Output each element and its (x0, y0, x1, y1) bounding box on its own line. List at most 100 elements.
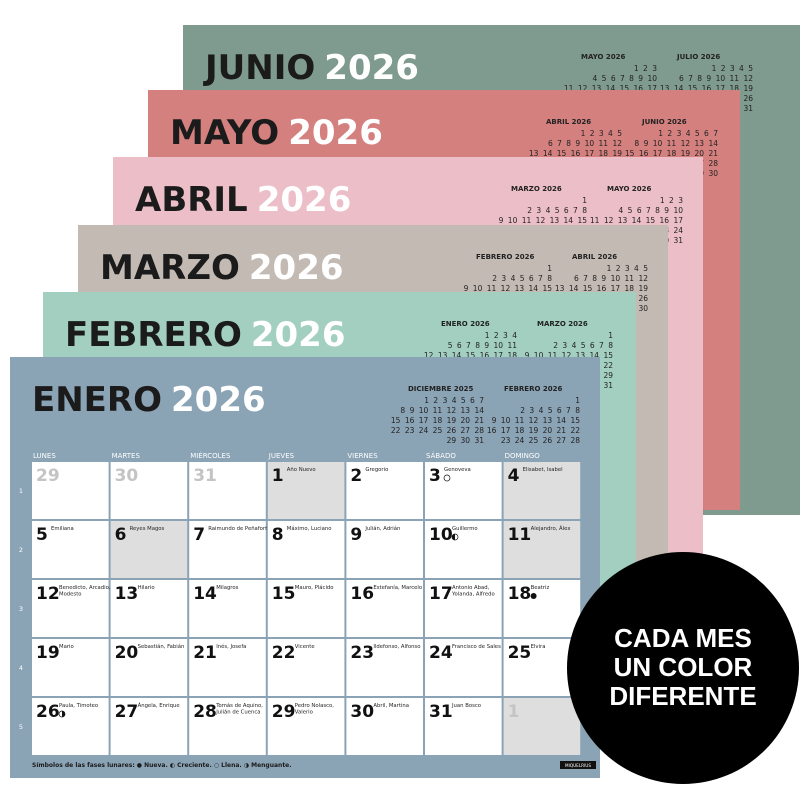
day-note: Año Nuevo (287, 467, 316, 473)
day-note: Mauro, Plácido (295, 584, 334, 591)
day-number: 30 (350, 702, 374, 722)
weekday-label: VIERNES (347, 452, 378, 460)
weekday-label: MIÉRCOLES (190, 451, 231, 460)
day-note: Modesto (59, 592, 82, 598)
mini-row: 23 24 25 26 27 28 (501, 436, 580, 445)
day-note: Emiliana (51, 526, 74, 532)
mini-row: 13 14 15 16 17 18 19 (555, 284, 648, 293)
day-number: 13 (115, 584, 139, 604)
day-note: Sebastián, Fabián (138, 643, 185, 650)
mini-row: 12 13 14 15 16 17 18 (424, 351, 517, 360)
day-note: Milagros (216, 585, 238, 591)
day-number: 26 (36, 702, 60, 722)
cell-background (346, 698, 423, 755)
mini-row: 9 10 11 12 13 14 15 (464, 284, 553, 293)
day-cell: 15 Mauro, Plácido (267, 580, 345, 637)
cell-background (32, 521, 109, 578)
week-number: 3 (19, 605, 23, 613)
sheet-title: MARZO 2026 (100, 248, 344, 288)
day-number: 29 (272, 702, 296, 722)
mini-row: 6 7 8 9 10 11 12 (679, 74, 753, 83)
mini-row: 1 (547, 264, 552, 273)
day-number: 6 (115, 525, 127, 545)
moon-legend: Símbolos de las fases lunares: ● Nueva. … (32, 762, 292, 769)
mini-row: 2 3 4 5 6 7 8 (553, 341, 613, 350)
mini-row: 15 16 17 18 19 20 21 (625, 149, 718, 158)
week-number: 4 (19, 664, 23, 672)
cell-background (267, 698, 345, 755)
day-cell: 24 Francisco de Sales (425, 639, 502, 696)
mini-row: 2 3 4 5 6 7 8 (492, 274, 552, 283)
day-note: Tomás de Aquino, (215, 702, 263, 709)
mini-title: MAYO 2026 (581, 53, 626, 61)
day-number: 27 (115, 702, 139, 722)
cell-background (346, 521, 423, 578)
day-number: 12 (36, 584, 60, 604)
cell-background (110, 698, 188, 755)
mini-title: DICIEMBRE 2025 (408, 385, 473, 393)
day-note: Elvira (531, 644, 546, 650)
day-note: Genoveva (444, 467, 471, 473)
day-number: 21 (193, 643, 217, 663)
week-number: 5 (19, 723, 23, 731)
mini-title: ENERO 2026 (441, 320, 490, 328)
day-cell: 19 Mario (32, 639, 109, 696)
day-note: Inés, Josefa (216, 643, 246, 650)
cell-background (503, 521, 581, 578)
brand-box (560, 761, 596, 769)
day-number: 3 (429, 466, 441, 486)
cell-background (189, 639, 266, 696)
cell-background (425, 462, 502, 519)
cell-background (267, 639, 345, 696)
day-number: 11 (508, 525, 532, 545)
mini-row: 1 2 3 4 5 6 7 (424, 396, 484, 405)
mini-row: 6 7 8 9 10 11 12 (574, 274, 648, 283)
title-year: 2026 (257, 180, 352, 220)
day-note: Francisco de Sales (452, 644, 501, 650)
day-note: Julián, Adrián (364, 525, 400, 532)
day-cell: 1 Año Nuevo (267, 462, 345, 519)
cell-background (503, 462, 581, 519)
cell-background (110, 580, 188, 637)
cell-background (110, 639, 188, 696)
day-note: Estefanía, Marcelo (373, 584, 422, 591)
badge-circle (567, 552, 799, 784)
cell-background (110, 521, 188, 578)
title-year: 2026 (288, 113, 383, 153)
moon-icon (443, 474, 451, 482)
mini-row: 9 10 11 12 13 14 15 (525, 351, 614, 360)
mini-row: 5 6 7 8 9 10 11 (448, 341, 517, 350)
mini-row: 8 9 10 11 12 13 14 (634, 139, 718, 148)
cell-background (503, 698, 581, 755)
mini-row: 4 5 6 7 8 9 10 (619, 206, 684, 215)
mini-row: 30 31 (590, 381, 614, 390)
calendar-grid: LUNES MARTES MIÉRCOLES JUEVES VIERNES SÁBADO D… (19, 451, 596, 769)
mini-row: 1 2 3 4 (485, 331, 517, 340)
day-note: Abril, Martina (373, 703, 409, 709)
day-cell: 20 Sebastián, Fabián (110, 639, 188, 696)
mini-row: 9 10 11 12 13 14 15 (499, 216, 588, 225)
day-note: Ángela, Enrique (138, 702, 180, 709)
day-number: 17 (429, 584, 453, 604)
title-month: JUNIO (203, 48, 315, 88)
sheet-title: ENERO 2026 (32, 380, 266, 420)
day-cell: 9 Julián, Adrián (346, 521, 423, 578)
cell-background (267, 462, 345, 519)
day-cell: 17 Antonio Abad,Yolanda, Alfredo (425, 580, 502, 637)
mini-title: MAYO 2026 (607, 185, 652, 193)
day-note: Pedro Nolasco, (295, 703, 334, 709)
day-cell: 30 (110, 462, 188, 519)
title-month: ABRIL (135, 180, 248, 220)
day-cell: 2 Gregorio (346, 462, 423, 519)
cell-background (32, 698, 109, 755)
cell-background (32, 639, 109, 696)
cell-background (425, 521, 502, 578)
day-note: Guillermo (452, 526, 478, 532)
day-cell: 10 Guillermo (425, 521, 502, 578)
day-note: Julián de Cuenca (215, 709, 260, 716)
mini-row: 1 2 3 4 5 (607, 264, 649, 273)
mini-row: 1 (608, 331, 613, 340)
day-cell: 22 Vicente (267, 639, 345, 696)
day-note: Alejandro, Álex (531, 525, 571, 532)
brand: MIQUELRIUS (565, 763, 591, 768)
